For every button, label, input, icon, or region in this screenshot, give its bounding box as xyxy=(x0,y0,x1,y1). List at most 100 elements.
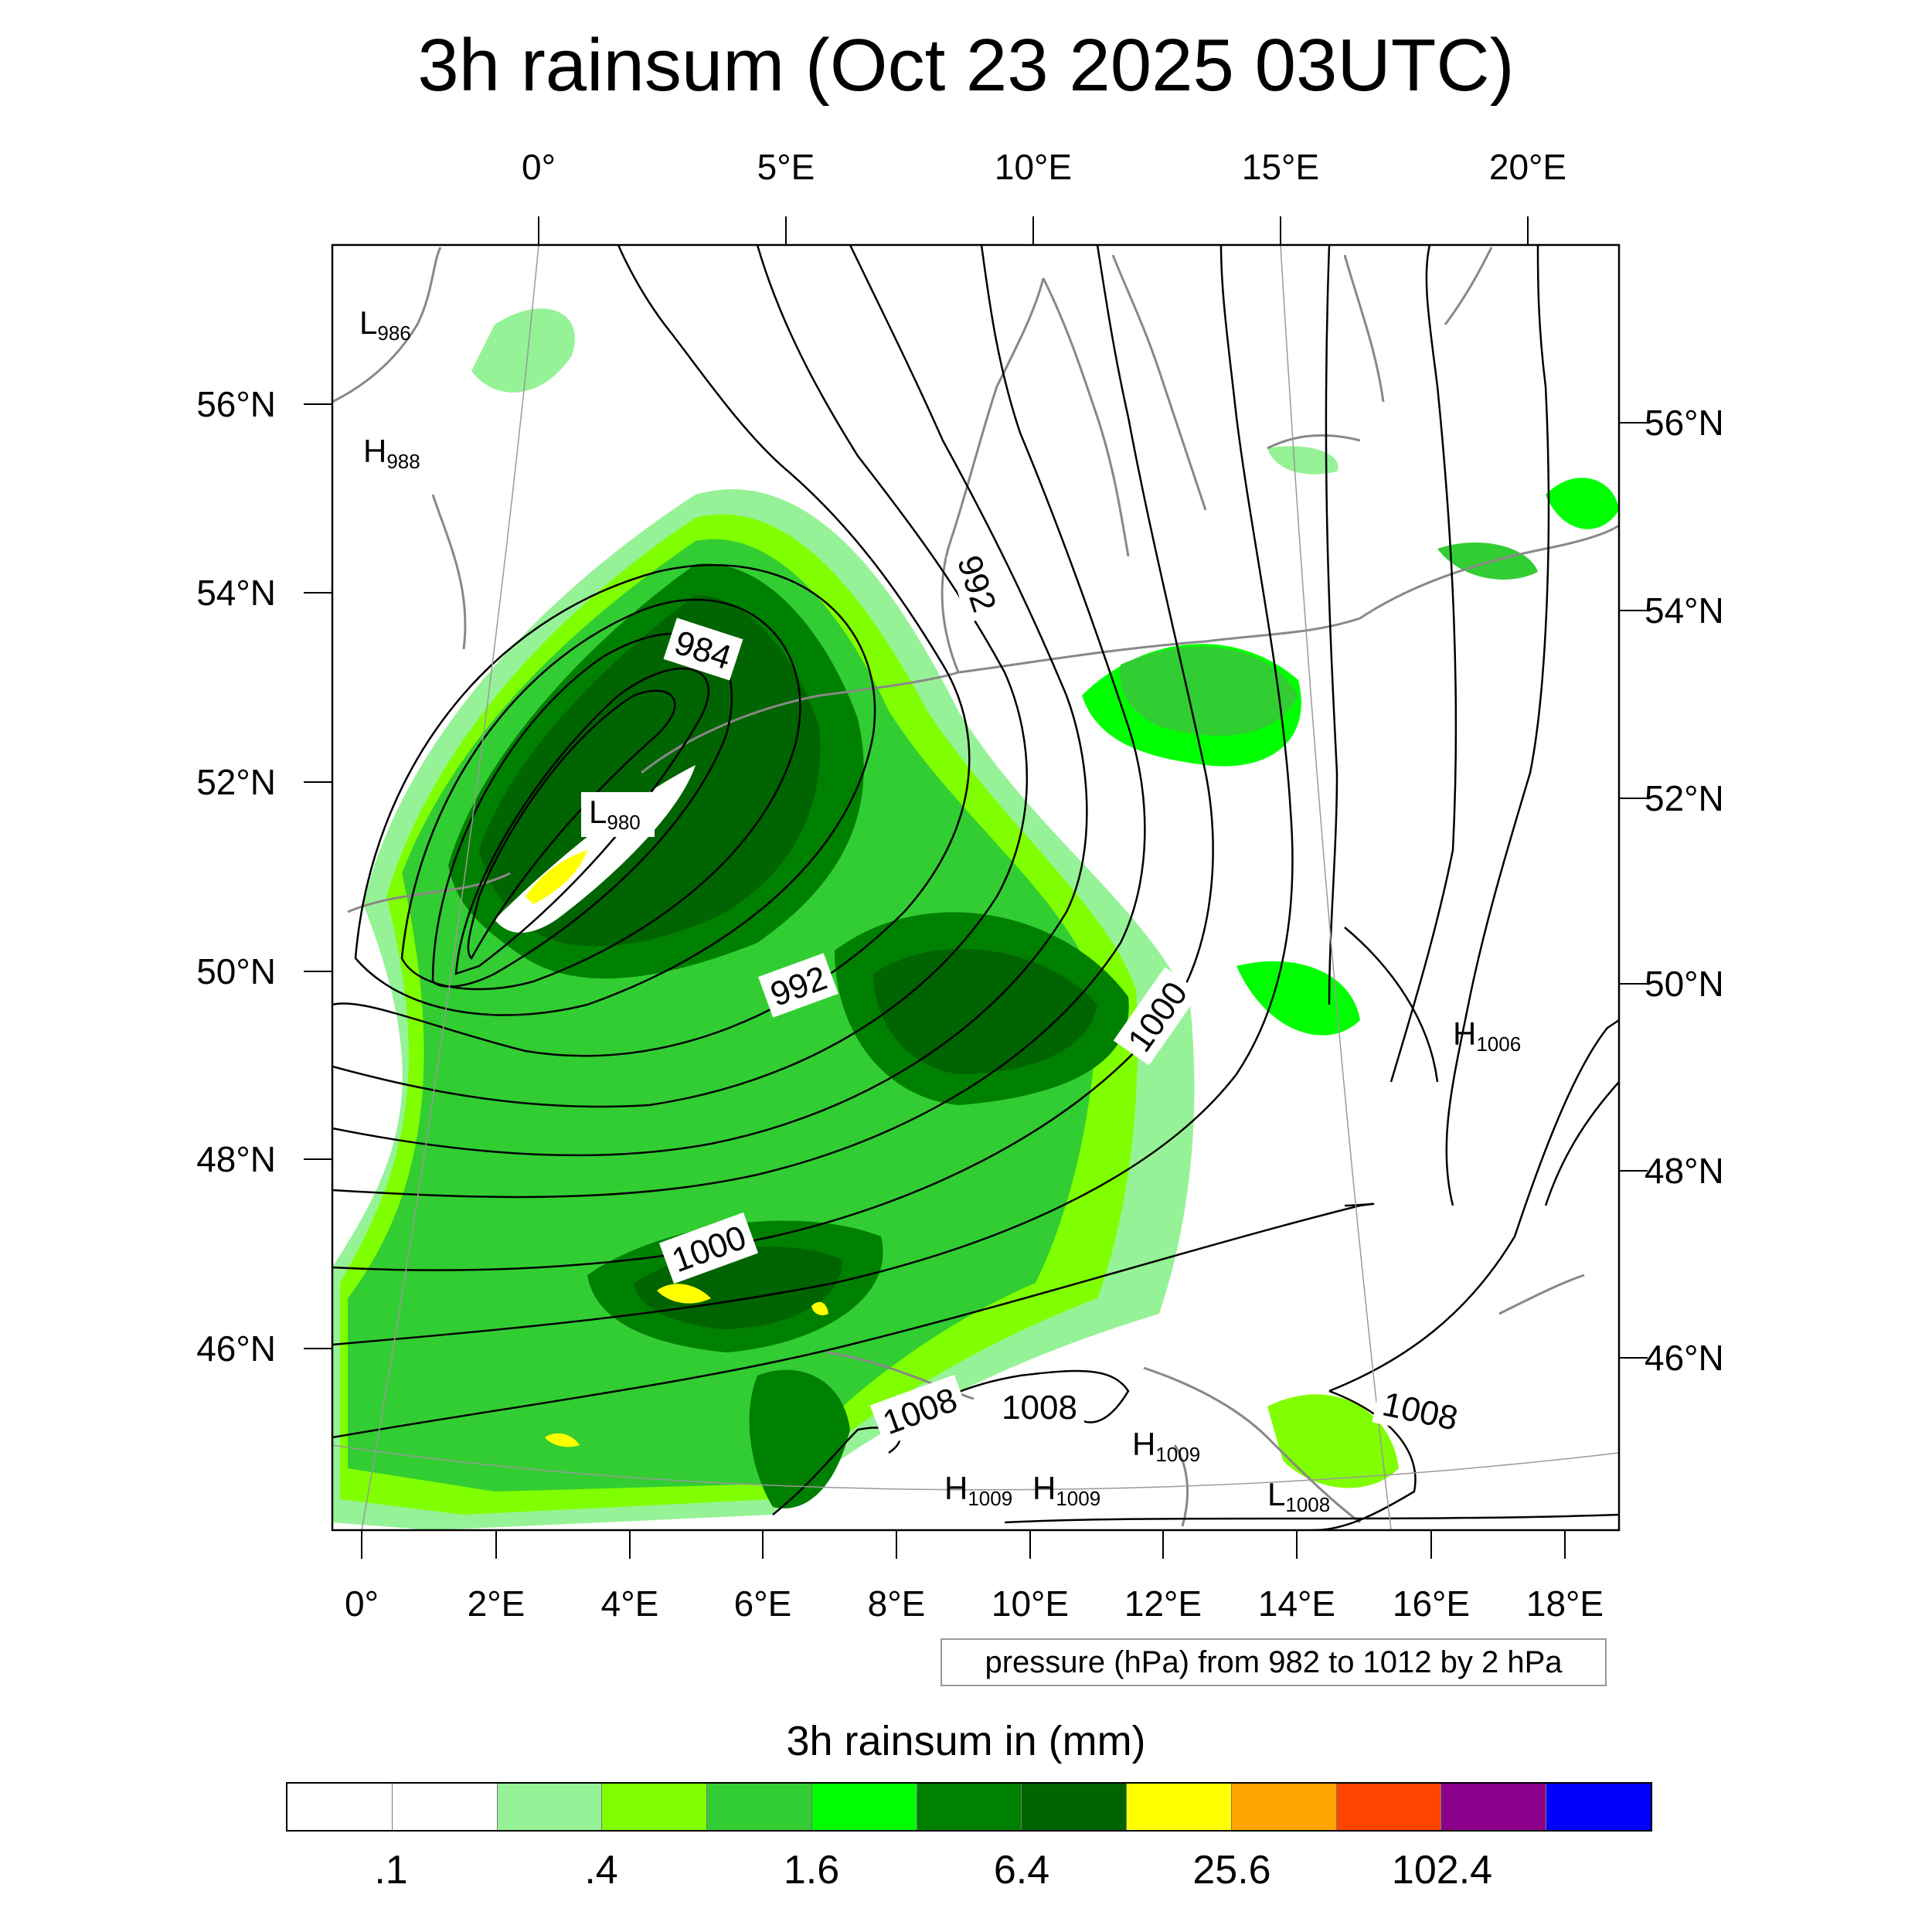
top-lon-label: 0° xyxy=(522,147,556,187)
colorbar-tick-label: .4 xyxy=(584,1848,618,1893)
precip-area-darkgreen xyxy=(873,948,1097,1074)
left-lat-label: 54°N xyxy=(196,573,276,613)
precipitation-shading xyxy=(332,308,1619,1530)
colorbar-swatch xyxy=(917,1784,1022,1830)
right-lat-label: 56°N xyxy=(1645,403,1724,443)
bottom-lon-label: 16°E xyxy=(1392,1583,1471,1624)
precip-area-yellow xyxy=(526,850,587,904)
pressure-center: H1006 xyxy=(1453,1015,1521,1056)
svg-text:H1006: H1006 xyxy=(1453,1015,1521,1056)
pressure-center-value: 986 xyxy=(377,321,410,345)
precip-area-light xyxy=(1267,446,1338,474)
bottom-lon-label: 2°E xyxy=(467,1583,526,1624)
colorbar-swatch xyxy=(811,1784,917,1830)
axis-ticks xyxy=(304,216,1648,1559)
svg-text:L986: L986 xyxy=(359,304,411,345)
colorbar-swatch xyxy=(392,1784,498,1830)
top-lon-label: 10°E xyxy=(994,147,1073,187)
precip-area-yellow xyxy=(657,1284,711,1304)
colorbar-tick-label: .1 xyxy=(374,1848,408,1893)
precip-area-yellow xyxy=(545,1433,580,1447)
contour-info-box: pressure (hPa) from 982 to 1012 by 2 hPa xyxy=(940,1638,1607,1686)
left-lat-label: 52°N xyxy=(196,762,276,802)
bottom-lon-label: 6°E xyxy=(733,1583,792,1624)
precip-area-limegreen xyxy=(1437,542,1538,580)
pressure-center-type: H xyxy=(1032,1470,1056,1506)
svg-text:L980: L980 xyxy=(589,794,641,834)
contour-label: 1008 xyxy=(1002,1389,1077,1427)
svg-text:H988: H988 xyxy=(363,433,420,473)
colorbar-swatch xyxy=(1231,1784,1337,1830)
pressure-center-value: 980 xyxy=(607,811,640,834)
colorbar-swatch xyxy=(497,1784,603,1830)
bottom-lon-label: 12°E xyxy=(1124,1583,1202,1624)
colorbar-tick-label: 1.6 xyxy=(783,1848,840,1893)
pressure-center: H1009 xyxy=(1032,1470,1100,1510)
bottom-lon-label: 14°E xyxy=(1257,1583,1336,1624)
pressure-center: H1009 xyxy=(944,1470,1012,1510)
top-lon-label: 5°E xyxy=(757,147,815,187)
colorbar-swatch xyxy=(707,1784,812,1830)
colorbar-tick-label: 102.4 xyxy=(1391,1848,1493,1893)
precip-area-green-bright xyxy=(1236,961,1360,1036)
graticule xyxy=(332,245,1619,1530)
right-lat-label: 46°N xyxy=(1645,1338,1724,1378)
pressure-center: L986 xyxy=(359,304,411,345)
contour-label-group: 1008 xyxy=(1372,1379,1469,1441)
pressure-center: H1009 xyxy=(1132,1426,1200,1466)
colorbar-swatch xyxy=(602,1784,708,1830)
pressure-center-value: 1008 xyxy=(1285,1493,1330,1516)
colorbar-tick-label: 6.4 xyxy=(993,1848,1050,1893)
pressure-center: L1008 xyxy=(1267,1476,1330,1516)
colorbar-swatch xyxy=(1546,1784,1651,1830)
left-lat-label: 50°N xyxy=(196,951,276,992)
svg-text:H1009: H1009 xyxy=(1032,1470,1100,1510)
colorbar-swatch xyxy=(1441,1784,1547,1830)
precip-area-light xyxy=(471,308,575,393)
pressure-center-value: 1009 xyxy=(1056,1487,1100,1510)
pressure-center-value: 988 xyxy=(386,450,420,473)
bottom-lon-label: 8°E xyxy=(867,1583,926,1624)
right-lat-label: 50°N xyxy=(1645,964,1724,1004)
top-lon-label: 20°E xyxy=(1488,147,1567,187)
precip-area-green xyxy=(749,1369,850,1509)
bottom-lon-label: 4°E xyxy=(600,1583,659,1624)
bottom-lon-label: 10°E xyxy=(991,1583,1070,1624)
colorbar-swatch xyxy=(1336,1784,1442,1830)
contour-label: 1008 xyxy=(1379,1385,1461,1437)
pressure-center: H988 xyxy=(363,433,420,473)
left-lat-label: 46°N xyxy=(196,1328,276,1369)
left-lat-label: 48°N xyxy=(196,1139,276,1179)
pressure-center-type: H xyxy=(1453,1015,1476,1052)
svg-text:L1008: L1008 xyxy=(1267,1476,1330,1516)
contour-label-group: 1008 xyxy=(995,1385,1084,1428)
pressure-center-type: L xyxy=(589,794,607,830)
precip-area-green-bright xyxy=(1546,478,1619,529)
precip-area-limegreen xyxy=(1120,646,1298,736)
left-lat-label: 56°N xyxy=(196,384,276,424)
isobars xyxy=(332,245,1619,1530)
contour-label-group: 992 xyxy=(946,543,1009,624)
colorbar-swatch xyxy=(287,1784,393,1830)
colorbar-swatch xyxy=(1127,1784,1232,1830)
colorbar-swatch xyxy=(1022,1784,1128,1830)
bottom-lon-label: 18°E xyxy=(1526,1583,1604,1624)
pressure-center-type: H xyxy=(944,1470,968,1506)
top-lon-label: 15°E xyxy=(1241,147,1320,187)
right-lat-label: 52°N xyxy=(1645,778,1724,818)
pressure-center: L980 xyxy=(581,792,655,837)
coastlines xyxy=(332,247,1619,1527)
pressure-center-type: L xyxy=(1267,1476,1285,1512)
svg-text:H1009: H1009 xyxy=(1132,1426,1200,1466)
pressure-center-value: 1006 xyxy=(1476,1032,1521,1056)
precip-area-yellow xyxy=(811,1301,828,1315)
colorbar-title: 3h rainsum in (mm) xyxy=(786,1718,1146,1764)
svg-text:H1009: H1009 xyxy=(944,1470,1012,1510)
contour-label-group: 992 xyxy=(758,953,838,1018)
pressure-center-value: 1009 xyxy=(1155,1443,1200,1466)
right-lat-label: 48°N xyxy=(1645,1151,1724,1191)
colorbar xyxy=(286,1782,1652,1832)
map-frame xyxy=(331,243,1621,1532)
